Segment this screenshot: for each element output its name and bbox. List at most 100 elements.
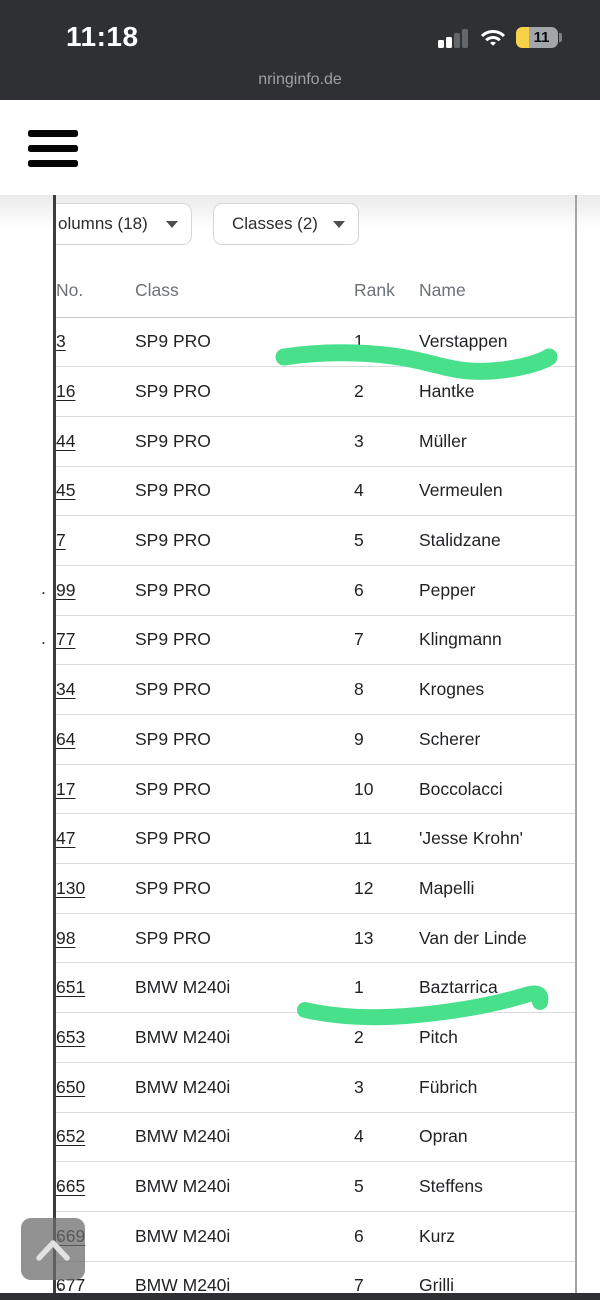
table-header-row: No. Class Rank Name bbox=[56, 265, 575, 318]
table-row: 34 SP9 PRO 8 Krognes bbox=[56, 664, 575, 715]
table-row: 45 SP9 PRO 4 Vermeulen bbox=[56, 466, 575, 517]
rank-cell: 13 bbox=[354, 913, 419, 964]
class-cell: BMW M240i bbox=[135, 1012, 354, 1063]
car-number-link[interactable]: 64 bbox=[56, 728, 76, 749]
classes-dropdown-label: Classes (2) bbox=[232, 214, 318, 233]
car-number-link[interactable]: 650 bbox=[56, 1076, 86, 1097]
table-row: 650 BMW M240i 3 Fübrich bbox=[56, 1062, 575, 1113]
table-row: 44 SP9 PRO 3 Müller bbox=[56, 416, 575, 467]
rank-cell: 9 bbox=[354, 714, 419, 765]
car-number-link[interactable]: 44 bbox=[56, 430, 76, 451]
table-row: 3 SP9 PRO 1 Verstappen bbox=[56, 317, 575, 368]
address-bar[interactable]: nringinfo.de bbox=[258, 71, 342, 88]
class-cell: SP9 PRO bbox=[135, 366, 354, 417]
rank-cell: 12 bbox=[354, 863, 419, 914]
car-number-link[interactable]: 651 bbox=[56, 977, 86, 998]
name-cell: Opran bbox=[419, 1112, 575, 1163]
rank-cell: 2 bbox=[354, 1012, 419, 1063]
truncated-column-dot: . bbox=[41, 627, 46, 648]
table-row: . 99 SP9 PRO 6 Pepper bbox=[41, 565, 575, 616]
table-row: 7 SP9 PRO 5 Stalidzane bbox=[56, 515, 575, 566]
battery-nub bbox=[559, 33, 562, 42]
class-cell: SP9 PRO bbox=[135, 317, 354, 368]
car-number-link[interactable]: 17 bbox=[56, 778, 76, 799]
car-number-link[interactable]: 130 bbox=[56, 877, 86, 898]
car-number-link[interactable]: 47 bbox=[56, 828, 76, 849]
car-number-link[interactable]: 3 bbox=[56, 331, 66, 352]
car-number-link[interactable]: 45 bbox=[56, 480, 76, 501]
name-cell: Baztarrica bbox=[419, 962, 575, 1014]
columns-dropdown-label: olumns (18) bbox=[58, 214, 148, 233]
car-number-link[interactable]: 16 bbox=[56, 381, 76, 402]
chevron-up-icon bbox=[36, 1240, 70, 1261]
name-cell: Boccolacci bbox=[419, 764, 575, 815]
name-cell: Kurz bbox=[419, 1211, 575, 1262]
class-cell: SP9 PRO bbox=[135, 764, 354, 815]
car-number-link[interactable]: 665 bbox=[56, 1176, 86, 1197]
class-cell: SP9 PRO bbox=[135, 664, 354, 715]
scroll-to-top-button[interactable] bbox=[21, 1218, 85, 1280]
table-row: 64 SP9 PRO 9 Scherer bbox=[56, 714, 575, 765]
class-cell: SP9 PRO bbox=[135, 813, 354, 865]
wifi-icon bbox=[481, 30, 505, 46]
class-cell: SP9 PRO bbox=[135, 466, 354, 517]
car-number-link[interactable]: 98 bbox=[56, 927, 76, 948]
status-icons: 11 bbox=[438, 27, 562, 48]
name-cell: Van der Linde bbox=[419, 913, 575, 964]
name-cell: Pepper bbox=[419, 565, 575, 616]
status-bar: 11:18 11 nringinfo.de bbox=[0, 0, 600, 100]
table-row: 98 SP9 PRO 13 Van der Linde bbox=[56, 913, 575, 964]
name-cell: Klingmann bbox=[419, 615, 575, 666]
rank-cell: 11 bbox=[354, 813, 419, 865]
table-row: 47 SP9 PRO 11 'Jesse Krohn' bbox=[56, 813, 575, 865]
rank-cell: 5 bbox=[354, 1161, 419, 1212]
name-cell: Krognes bbox=[419, 664, 575, 715]
rank-cell: 4 bbox=[354, 466, 419, 517]
clock: 11:18 bbox=[66, 21, 139, 52]
rank-cell: 6 bbox=[354, 1211, 419, 1262]
table-row: 16 SP9 PRO 2 Hantke bbox=[56, 366, 575, 417]
car-number-link[interactable]: 7 bbox=[56, 530, 66, 551]
rank-cell: 1 bbox=[354, 962, 419, 1014]
hamburger-menu-icon[interactable] bbox=[28, 130, 78, 167]
class-cell: SP9 PRO bbox=[135, 615, 354, 666]
table-row: 651 BMW M240i 1 Baztarrica bbox=[56, 962, 575, 1014]
table-row: 17 SP9 PRO 10 Boccolacci bbox=[56, 764, 575, 815]
rank-cell: 6 bbox=[354, 565, 419, 616]
table-row: . 77 SP9 PRO 7 Klingmann bbox=[41, 615, 575, 666]
results-table: No. Class Rank Name 3 SP9 PRO 1 Verstapp… bbox=[41, 265, 575, 1300]
truncated-column-dot: . bbox=[58, 1273, 63, 1294]
class-cell: BMW M240i bbox=[135, 1112, 354, 1163]
car-number-link[interactable]: 34 bbox=[56, 679, 76, 700]
table-row: 652 BMW M240i 4 Opran bbox=[56, 1112, 575, 1163]
table-row: 653 BMW M240i 2 Pitch bbox=[56, 1012, 575, 1063]
rank-cell: 8 bbox=[354, 664, 419, 715]
name-cell: Stalidzane bbox=[419, 515, 575, 566]
name-cell: Steffens bbox=[419, 1161, 575, 1212]
name-cell: Hantke bbox=[419, 366, 575, 417]
truncated-column-dot: . bbox=[58, 1174, 63, 1195]
name-cell: Müller bbox=[419, 416, 575, 467]
car-number-link[interactable]: 653 bbox=[56, 1026, 86, 1047]
name-cell: Vermeulen bbox=[419, 466, 575, 517]
columns-dropdown-button[interactable]: olumns (18) bbox=[56, 203, 192, 245]
header-no: No. bbox=[56, 265, 135, 318]
rank-cell: 3 bbox=[354, 1062, 419, 1113]
header-name: Name bbox=[419, 265, 575, 318]
battery-percentage: 11 bbox=[533, 29, 550, 46]
car-number-link[interactable]: 99 bbox=[56, 579, 76, 600]
battery-icon: 11 bbox=[516, 27, 562, 48]
rank-cell: 10 bbox=[354, 764, 419, 815]
class-cell: BMW M240i bbox=[135, 1062, 354, 1113]
class-cell: SP9 PRO bbox=[135, 863, 354, 914]
name-cell: Pitch bbox=[419, 1012, 575, 1063]
name-cell: Fübrich bbox=[419, 1062, 575, 1113]
car-number-link[interactable]: 677 bbox=[56, 1275, 86, 1296]
rank-cell: 5 bbox=[354, 515, 419, 566]
name-cell: 'Jesse Krohn' bbox=[419, 813, 575, 865]
table-row: . 669 BMW M240i 6 Kurz bbox=[56, 1211, 575, 1262]
classes-dropdown-button[interactable]: Classes (2) bbox=[213, 203, 359, 245]
car-number-link[interactable]: 77 bbox=[56, 629, 76, 650]
car-number-link[interactable]: 652 bbox=[56, 1126, 86, 1147]
